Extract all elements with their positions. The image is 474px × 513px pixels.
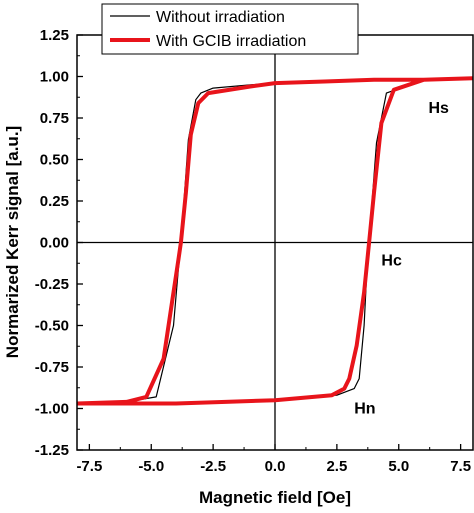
series-layer	[77, 76, 473, 406]
x-axis-title: Magnetic field [Oe]	[199, 488, 351, 507]
ticks-layer: -7.5 -5.0 -2.5 0.0 2.5 5.0 7.5 1.25 1.00 0.75 0.50…	[35, 27, 471, 475]
annotation-hn: Hn	[354, 400, 375, 417]
x-tick-label: -7.5	[76, 458, 102, 475]
y-tick-label: 0.25	[40, 193, 69, 210]
legend-label-without: Without irradiation	[156, 9, 285, 26]
y-tick-label: 1.00	[40, 69, 69, 86]
annotations: Hs Hc Hn	[354, 100, 449, 417]
x-tick-label: 7.5	[450, 458, 471, 475]
annotation-hs: Hs	[428, 100, 449, 117]
x-tick-label: 0.0	[265, 458, 286, 475]
y-tick-label: 0.75	[40, 110, 69, 127]
legend-box	[101, 3, 359, 55]
annotation-hc: Hc	[381, 253, 402, 270]
y-tick-label: -1.25	[35, 442, 69, 459]
legend-label-with: With GCIB irradiation	[156, 33, 306, 50]
y-tick-label: -0.75	[35, 359, 69, 376]
zero-lines	[77, 35, 473, 450]
y-tick-label: 0.00	[40, 235, 69, 252]
y-tick-label: -0.50	[35, 318, 69, 335]
y-tick-label: 0.50	[40, 152, 69, 169]
y-tick-label: -0.25	[35, 276, 69, 293]
x-tick-label: -2.5	[200, 458, 226, 475]
y-tick-label: -1.00	[35, 401, 69, 418]
series-line-with-gcib-irradiation	[77, 76, 473, 406]
y-axis-title: Normarized Kerr signal [a.u.]	[3, 126, 22, 358]
x-tick-label: 2.5	[326, 458, 347, 475]
legend: Without irradiation With GCIB irradiatio…	[101, 3, 359, 55]
y-tick-label: 1.25	[40, 27, 69, 44]
x-tick-label: 5.0	[388, 458, 409, 475]
x-tick-label: -5.0	[138, 458, 164, 475]
